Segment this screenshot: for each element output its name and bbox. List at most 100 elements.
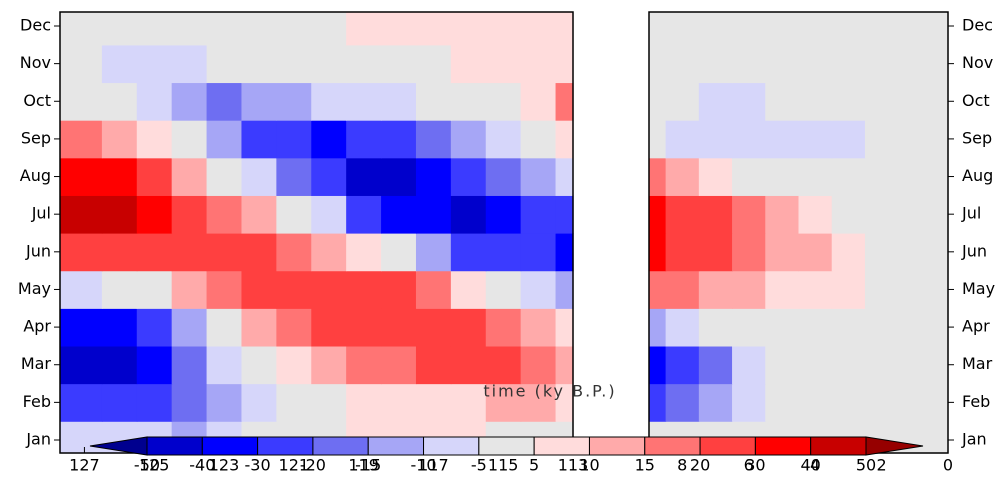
contour-cell xyxy=(555,12,574,46)
contour-cell xyxy=(450,345,487,385)
contour-cell xyxy=(276,12,312,46)
contour-cell xyxy=(241,120,277,159)
contour-cell xyxy=(831,12,866,46)
contour-cell xyxy=(520,195,557,234)
contour-cell xyxy=(898,12,932,46)
contour-cell xyxy=(520,308,557,347)
contour-cell xyxy=(415,383,452,422)
contour-cell xyxy=(864,270,899,309)
contour-cell xyxy=(765,233,800,272)
contour-cell xyxy=(798,44,833,84)
contour-cell xyxy=(698,44,733,84)
contour-cell xyxy=(276,120,312,159)
contour-cell xyxy=(665,120,700,159)
contour-cell xyxy=(60,195,103,234)
contour-cell xyxy=(649,383,667,422)
contour-cell xyxy=(60,421,103,454)
contour-cell xyxy=(101,120,138,159)
contour-cell xyxy=(311,195,347,234)
contour-cell xyxy=(136,12,173,46)
y-tick-label: Jun xyxy=(961,241,987,260)
contour-cell xyxy=(898,233,932,272)
contour-cell xyxy=(864,82,899,121)
colorbar-label: -20 xyxy=(300,456,326,475)
contour-cell xyxy=(665,270,700,309)
y-tick-label: May xyxy=(962,279,995,298)
contour-cell xyxy=(765,12,800,46)
contour-cell xyxy=(241,12,277,46)
contour-cell xyxy=(798,195,833,234)
contour-cell xyxy=(101,270,138,309)
contour-cell xyxy=(698,12,733,46)
contour-cell xyxy=(60,157,103,196)
contour-cell xyxy=(898,120,932,159)
contour-cell xyxy=(698,82,733,121)
x-tick-label: 4 xyxy=(810,456,820,475)
contour-cell xyxy=(665,157,700,196)
contour-cell xyxy=(520,345,557,385)
colorbar-segment xyxy=(312,436,369,456)
contour-cell xyxy=(450,308,487,347)
contour-cell xyxy=(898,308,932,347)
contour-cell xyxy=(415,195,452,234)
contour-cell xyxy=(171,12,208,46)
contour-cell xyxy=(798,82,833,121)
contour-cell xyxy=(171,270,208,309)
contour-cell xyxy=(665,44,700,84)
contour-cell xyxy=(450,120,487,159)
contour-cell xyxy=(415,120,452,159)
y-tick-label: Jul xyxy=(961,204,981,223)
colorbar-label: 20 xyxy=(690,456,710,475)
contour-cell xyxy=(665,383,700,422)
contour-cell xyxy=(171,233,208,272)
y-tick-label: Apr xyxy=(962,317,990,336)
contour-cell xyxy=(136,270,173,309)
x-tick-label: 0 xyxy=(943,456,953,475)
contour-cell xyxy=(136,345,173,385)
contour-cell xyxy=(311,383,347,422)
contour-cell xyxy=(311,270,347,309)
x-tick-label: 119 xyxy=(348,456,379,475)
contour-cell xyxy=(649,120,667,159)
contour-cell xyxy=(485,12,522,46)
contour-cell xyxy=(831,308,866,347)
contour-cell xyxy=(136,383,173,422)
contour-cell xyxy=(864,383,899,422)
contour-cell xyxy=(450,383,487,422)
contour-cell xyxy=(381,12,417,46)
contour-cell xyxy=(136,120,173,159)
contour-cell xyxy=(798,157,833,196)
contour-cell xyxy=(101,383,138,422)
x-tick-label: 115 xyxy=(488,456,519,475)
colorbar-segment xyxy=(588,436,646,456)
y-tick-label: Aug xyxy=(962,166,993,185)
contour-cell xyxy=(864,345,899,385)
contour-cell xyxy=(732,233,766,272)
contour-cell xyxy=(831,345,866,385)
contour-cell xyxy=(931,345,949,385)
contour-cell xyxy=(555,120,574,159)
contour-cell xyxy=(136,308,173,347)
contour-cell xyxy=(450,44,487,84)
y-tick-label: Nov xyxy=(962,53,993,72)
colorbar-label: 40 xyxy=(801,456,821,475)
contour-cell xyxy=(450,233,487,272)
contour-cell xyxy=(206,345,243,385)
contour-cell xyxy=(60,233,103,272)
contour-cell xyxy=(241,157,277,196)
contour-cell xyxy=(831,195,866,234)
contour-cell xyxy=(381,270,417,309)
contour-cell xyxy=(311,12,347,46)
contour-cell xyxy=(171,120,208,159)
contour-cell xyxy=(732,12,766,46)
contour-cell xyxy=(485,44,522,84)
contour-cell xyxy=(698,270,733,309)
contour-cell xyxy=(171,195,208,234)
colorbar-label: -50 xyxy=(134,456,160,475)
x-tick-label: 125 xyxy=(139,456,170,475)
contour-cell xyxy=(765,308,800,347)
y-tick-label: Dec xyxy=(962,16,993,35)
contour-cell xyxy=(171,308,208,347)
contour-cell xyxy=(346,270,382,309)
contour-cell xyxy=(101,157,138,196)
